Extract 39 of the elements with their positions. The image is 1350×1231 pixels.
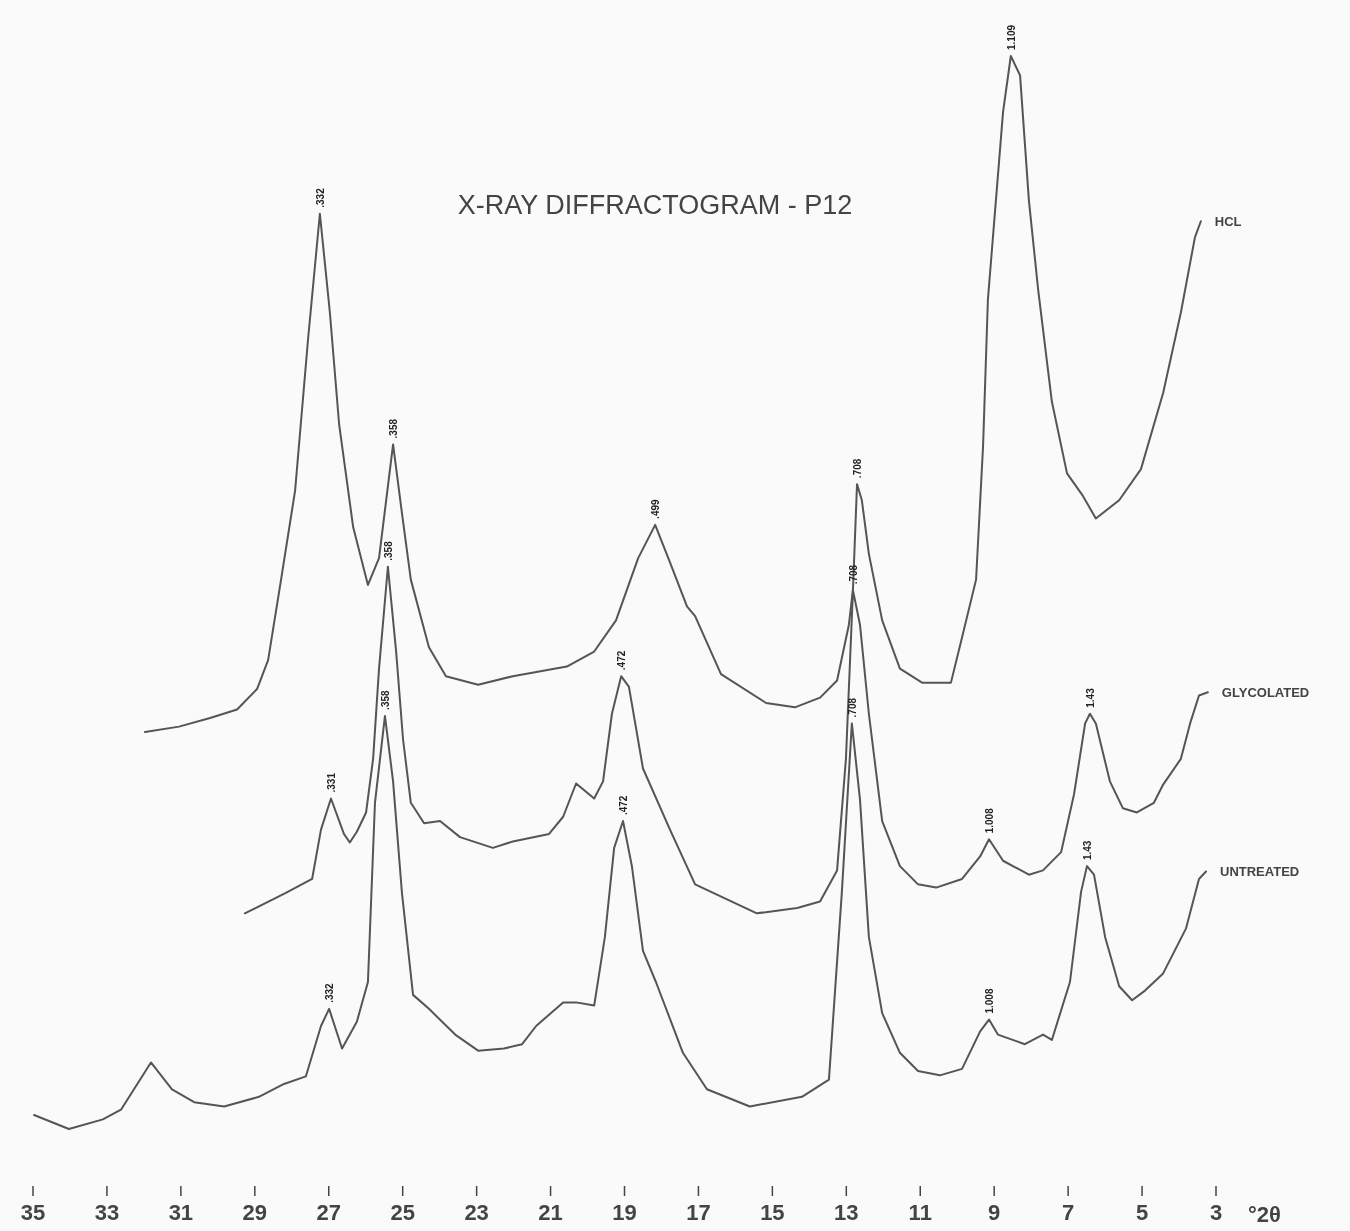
annotation: .499 xyxy=(650,499,662,519)
x-tick-label: 5 xyxy=(1135,1200,1149,1225)
text: X-RAY DIFFRACTOGRAM - P12 xyxy=(457,190,853,220)
series-label: GLYCOLATED xyxy=(1221,685,1310,701)
x-tick-label: 33 xyxy=(94,1200,120,1225)
annotation: .472 xyxy=(618,795,630,816)
annotation: .708 xyxy=(846,697,858,718)
annotation: .708 xyxy=(852,458,864,479)
annotation: .358 xyxy=(382,540,394,561)
x-tick-label: 27 xyxy=(316,1200,341,1225)
x-tick-label: 31 xyxy=(168,1200,194,1225)
x-tick-label: 35 xyxy=(20,1200,46,1225)
x-tick-label: 9 xyxy=(988,1200,1001,1225)
annotation: .331 xyxy=(325,772,337,793)
x-tick-label: 7 xyxy=(1062,1200,1075,1225)
x-tick-label: 13 xyxy=(834,1200,859,1225)
annotation: 1.109 xyxy=(1005,24,1017,50)
annotation: 1.43 xyxy=(1084,687,1096,708)
annotation: 1.008 xyxy=(984,807,996,834)
x-tick-label: 19 xyxy=(612,1200,637,1225)
annotation: .708 xyxy=(847,564,859,585)
x-tick-label: 23 xyxy=(464,1200,489,1225)
series-label: HCL xyxy=(1214,214,1242,230)
x-axis-title: °2θ xyxy=(1248,1202,1281,1227)
annotation: 1.43 xyxy=(1081,840,1093,861)
x-tick-label: 15 xyxy=(760,1200,785,1225)
annotation: .332 xyxy=(314,187,326,208)
annotation: .472 xyxy=(616,650,628,671)
x-tick-label: 17 xyxy=(686,1200,711,1225)
annotation: .358 xyxy=(379,689,391,710)
x-tick-label: 3 xyxy=(1209,1200,1223,1225)
annotation: .358 xyxy=(388,418,400,439)
annotation: 1.008 xyxy=(984,988,996,1014)
x-tick-label: 29 xyxy=(242,1200,268,1225)
x-tick-label: 21 xyxy=(538,1200,563,1225)
x-tick-label: 11 xyxy=(908,1200,932,1225)
series-label: UNTREATED xyxy=(1220,864,1300,880)
x-tick-label: 25 xyxy=(390,1200,415,1225)
annotation: .332 xyxy=(324,982,336,1003)
